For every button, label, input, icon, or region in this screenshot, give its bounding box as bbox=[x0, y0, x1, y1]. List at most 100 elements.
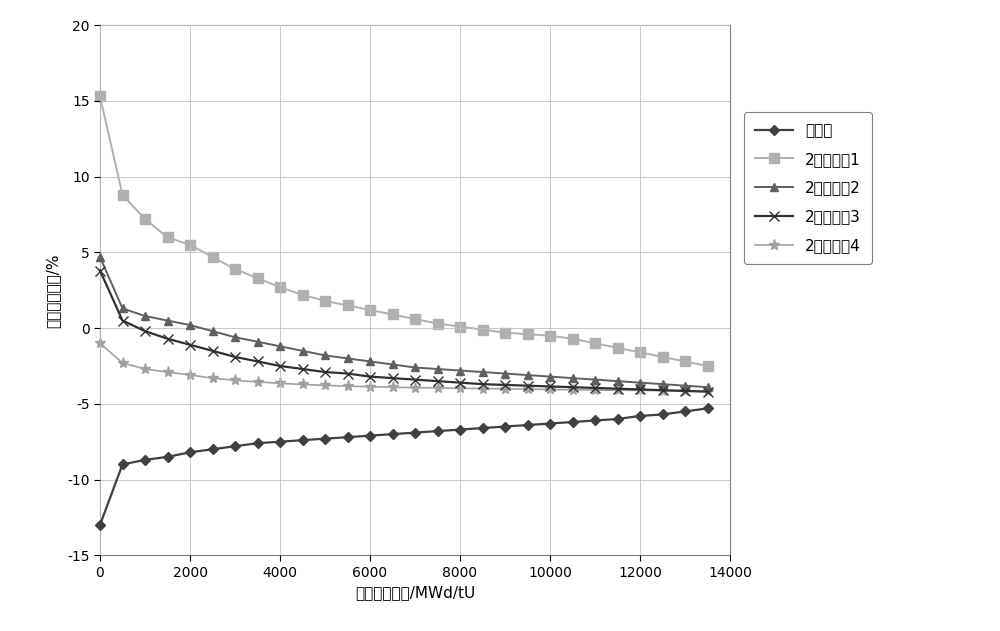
2分区方案1 bbox=[139, 215, 151, 223]
2分区方案3 bbox=[566, 384, 578, 391]
2分区方案3 bbox=[544, 382, 556, 390]
2分区方案4 bbox=[274, 380, 286, 387]
2分区方案2 bbox=[274, 343, 286, 350]
不分区 bbox=[702, 404, 714, 412]
2分区方案3 bbox=[162, 335, 174, 343]
2分区方案4 bbox=[252, 378, 264, 386]
Legend: 不分区, 2分区方案1, 2分区方案2, 2分区方案3, 2分区方案4: 不分区, 2分区方案1, 2分区方案2, 2分区方案3, 2分区方案4 bbox=[744, 112, 872, 264]
2分区方案4 bbox=[162, 369, 174, 376]
2分区方案1 bbox=[544, 332, 556, 339]
2分区方案4 bbox=[139, 365, 151, 373]
2分区方案1 bbox=[184, 241, 196, 249]
2分区方案1 bbox=[296, 291, 308, 298]
不分区 bbox=[499, 423, 511, 430]
不分区 bbox=[94, 521, 106, 529]
不分区 bbox=[274, 438, 286, 445]
不分区 bbox=[432, 427, 444, 435]
2分区方案4 bbox=[364, 383, 376, 391]
2分区方案3 bbox=[499, 381, 511, 389]
2分区方案1 bbox=[319, 297, 331, 305]
不分区 bbox=[454, 426, 466, 433]
2分区方案1 bbox=[206, 253, 218, 261]
不分区 bbox=[657, 411, 669, 418]
Line: 2分区方案2: 2分区方案2 bbox=[96, 253, 712, 391]
2分区方案4 bbox=[634, 387, 646, 394]
2分区方案3 bbox=[477, 380, 489, 388]
不分区 bbox=[679, 408, 691, 415]
Line: 2分区方案1: 2分区方案1 bbox=[95, 91, 712, 371]
Line: 2分区方案3: 2分区方案3 bbox=[95, 266, 712, 397]
2分区方案1 bbox=[94, 93, 106, 100]
2分区方案1 bbox=[522, 331, 534, 338]
2分区方案4 bbox=[657, 387, 669, 394]
不分区 bbox=[409, 429, 421, 437]
2分区方案4 bbox=[387, 384, 399, 391]
Line: 2分区方案4: 2分区方案4 bbox=[94, 338, 713, 396]
不分区 bbox=[252, 439, 264, 447]
2分区方案4 bbox=[477, 385, 489, 392]
2分区方案4 bbox=[499, 385, 511, 392]
2分区方案1 bbox=[342, 302, 354, 309]
Line: 不分区: 不分区 bbox=[97, 405, 711, 529]
不分区 bbox=[139, 456, 151, 464]
2分区方案1 bbox=[409, 316, 421, 323]
2分区方案1 bbox=[274, 283, 286, 291]
2分区方案3 bbox=[612, 385, 624, 392]
2分区方案1 bbox=[634, 348, 646, 356]
2分区方案4 bbox=[702, 387, 714, 394]
2分区方案1 bbox=[116, 191, 128, 199]
不分区 bbox=[296, 437, 308, 444]
2分区方案2 bbox=[566, 374, 578, 382]
2分区方案2 bbox=[229, 333, 241, 341]
Y-axis label: 功率轴向偏移/%: 功率轴向偏移/% bbox=[45, 253, 60, 327]
2分区方案2 bbox=[206, 327, 218, 335]
2分区方案2 bbox=[319, 351, 331, 359]
2分区方案1 bbox=[387, 310, 399, 318]
2分区方案2 bbox=[162, 317, 174, 324]
2分区方案2 bbox=[589, 376, 601, 384]
2分区方案3 bbox=[387, 374, 399, 382]
2分区方案1 bbox=[657, 353, 669, 361]
2分区方案2 bbox=[364, 358, 376, 365]
不分区 bbox=[634, 412, 646, 420]
2分区方案4 bbox=[566, 386, 578, 394]
2分区方案1 bbox=[229, 265, 241, 273]
2分区方案3 bbox=[274, 362, 286, 370]
2分区方案3 bbox=[589, 384, 601, 392]
不分区 bbox=[387, 430, 399, 438]
2分区方案2 bbox=[184, 321, 196, 329]
2分区方案1 bbox=[477, 326, 489, 333]
2分区方案2 bbox=[454, 367, 466, 374]
2分区方案4 bbox=[522, 386, 534, 393]
2分区方案2 bbox=[296, 347, 308, 355]
2分区方案2 bbox=[702, 384, 714, 391]
不分区 bbox=[342, 433, 354, 441]
2分区方案2 bbox=[387, 361, 399, 369]
2分区方案1 bbox=[432, 320, 444, 327]
2分区方案4 bbox=[184, 371, 196, 379]
2分区方案3 bbox=[94, 267, 106, 274]
不分区 bbox=[162, 453, 174, 461]
不分区 bbox=[566, 418, 578, 426]
2分区方案3 bbox=[184, 341, 196, 348]
2分区方案3 bbox=[409, 376, 421, 384]
不分区 bbox=[364, 432, 376, 439]
2分区方案2 bbox=[409, 363, 421, 371]
2分区方案4 bbox=[544, 386, 556, 393]
2分区方案2 bbox=[116, 305, 128, 312]
2分区方案4 bbox=[296, 380, 308, 388]
2分区方案4 bbox=[589, 386, 601, 394]
不分区 bbox=[477, 424, 489, 432]
2分区方案1 bbox=[252, 274, 264, 282]
2分区方案2 bbox=[544, 373, 556, 380]
2分区方案4 bbox=[454, 384, 466, 392]
2分区方案4 bbox=[94, 339, 106, 347]
2分区方案4 bbox=[342, 382, 354, 390]
2分区方案2 bbox=[634, 379, 646, 386]
2分区方案4 bbox=[679, 387, 691, 394]
2分区方案3 bbox=[657, 386, 669, 394]
2分区方案3 bbox=[432, 377, 444, 385]
2分区方案3 bbox=[634, 386, 646, 393]
2分区方案2 bbox=[612, 377, 624, 385]
不分区 bbox=[589, 416, 601, 424]
